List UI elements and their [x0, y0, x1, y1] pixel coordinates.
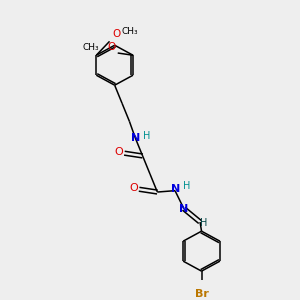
Text: H: H: [200, 218, 207, 228]
Text: O: O: [107, 42, 116, 52]
Text: CH₃: CH₃: [121, 27, 138, 36]
Text: H: H: [143, 131, 150, 141]
Text: N: N: [171, 184, 181, 194]
Text: O: O: [129, 183, 138, 193]
Text: O: O: [115, 147, 124, 157]
Text: N: N: [179, 204, 188, 214]
Text: O: O: [112, 28, 120, 39]
Text: Br: Br: [195, 289, 208, 298]
Text: N: N: [131, 133, 140, 143]
Text: CH₃: CH₃: [82, 43, 99, 52]
Text: H: H: [182, 182, 190, 191]
